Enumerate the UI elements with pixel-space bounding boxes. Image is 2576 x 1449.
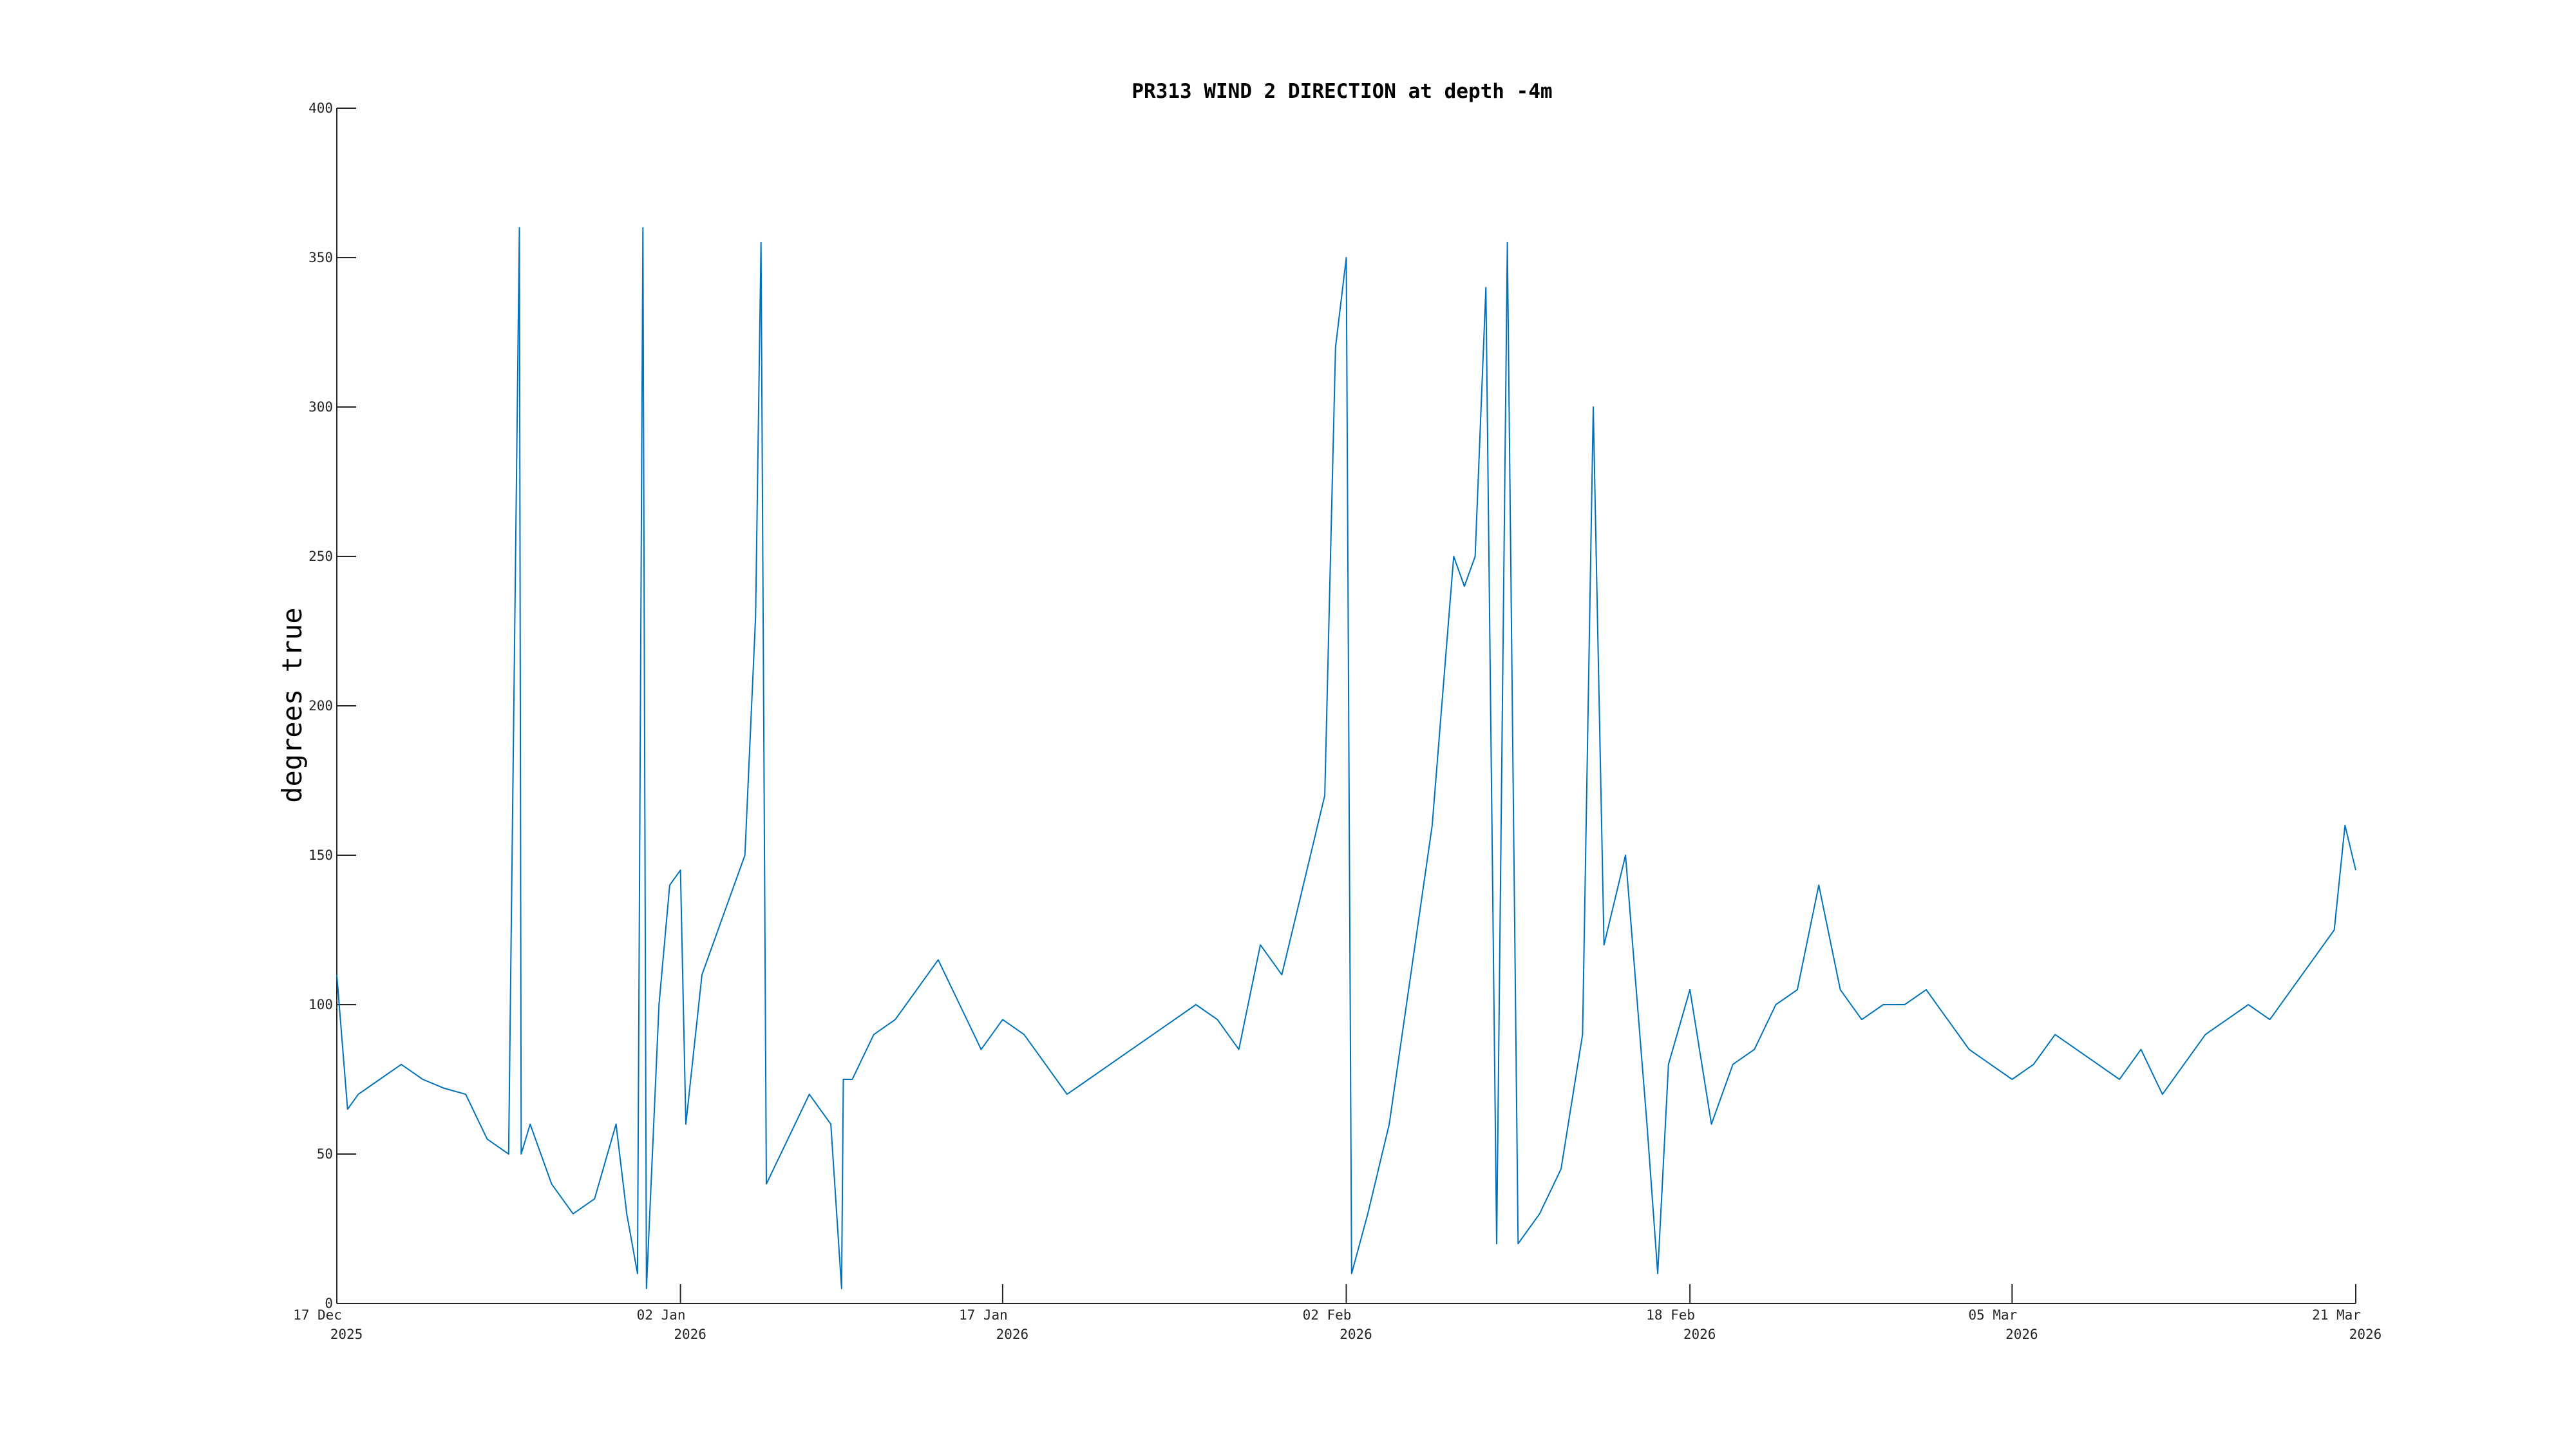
y-tick-label: 300 — [308, 399, 333, 415]
x-tick-label-year: 2026 — [1683, 1327, 1716, 1342]
y-tick-label: 150 — [308, 848, 333, 863]
x-tick-label-date: 05 Mar — [1968, 1307, 2017, 1323]
x-tick-label-date: 18 Feb — [1646, 1307, 1695, 1323]
series-line-0 — [336, 227, 2356, 1289]
x-tick-label-date: 17 Jan — [959, 1307, 1008, 1323]
y-axis-label: degrees true — [276, 607, 308, 802]
y-tick-label: 400 — [308, 100, 333, 116]
x-tick-label-year: 2026 — [2349, 1327, 2382, 1342]
series-layer — [336, 227, 2356, 1289]
x-tick-label-date: 21 Mar — [2312, 1307, 2361, 1323]
x-tick-label-date: 17 Dec — [293, 1307, 342, 1323]
x-tick-label-date: 02 Jan — [637, 1307, 686, 1323]
x-tick-label-year: 2026 — [996, 1327, 1029, 1342]
x-tick-label-year: 2026 — [1340, 1327, 1372, 1342]
x-tick-label-year: 2026 — [2005, 1327, 2038, 1342]
y-tick-label: 100 — [308, 997, 333, 1012]
x-tick-label-date: 02 Feb — [1303, 1307, 1352, 1323]
y-ticks: 0 50 100 150 200 250 300 350 400 — [308, 100, 356, 1311]
chart-title: PR313 WIND 2 DIRECTION at depth -4m — [1132, 80, 1552, 103]
y-tick-label: 0 — [325, 1296, 333, 1311]
y-tick-label: 50 — [317, 1146, 333, 1162]
x-ticks: 17 Dec 2025 02 Jan 2026 17 Jan 2026 02 Feb 2026… — [293, 1284, 2382, 1342]
x-tick-label-year: 2026 — [674, 1327, 706, 1342]
x-tick-label-year: 2025 — [330, 1327, 363, 1342]
y-tick-label: 350 — [308, 250, 333, 265]
y-tick-label: 200 — [308, 698, 333, 714]
y-tick-label: 250 — [308, 549, 333, 564]
